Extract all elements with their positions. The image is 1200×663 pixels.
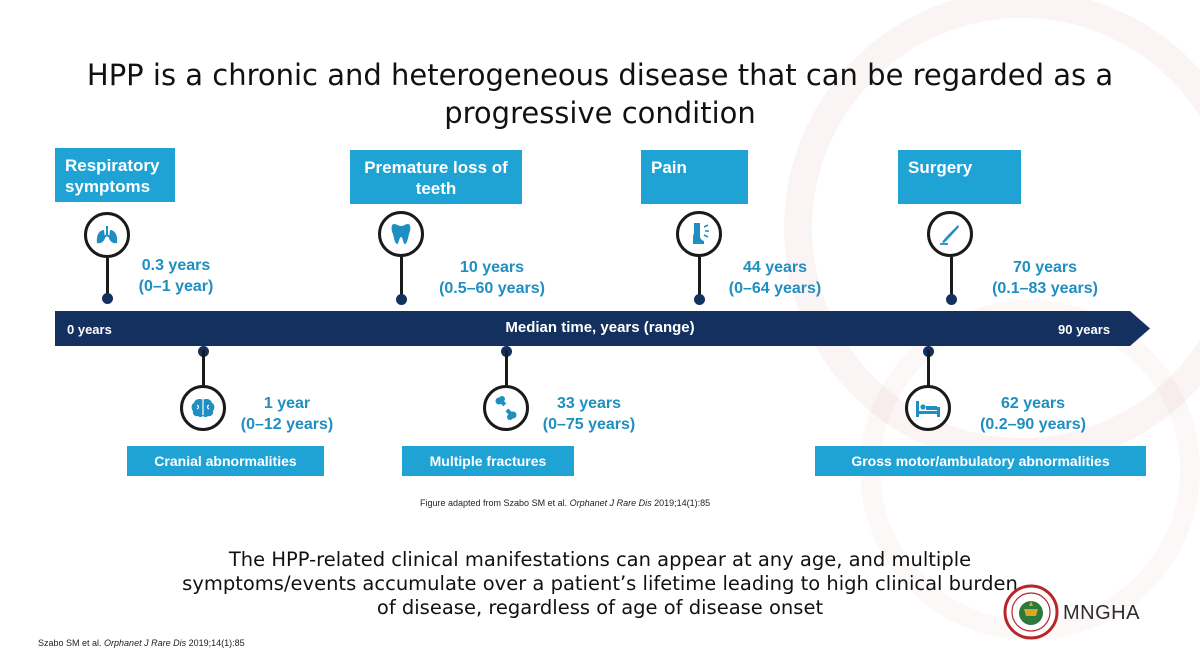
event-range-cranial: (0–12 years) [240, 416, 334, 433]
event-box-pain: Pain [641, 150, 748, 204]
mngha-logo-icon [1003, 584, 1059, 640]
timeline-connector [400, 257, 403, 297]
timeline-connector [505, 350, 508, 386]
event-median-respiratory: 0.3 years [141, 257, 211, 274]
summary-text: The HPP-related clinical manifestations … [182, 548, 1018, 619]
event-range-respiratory: (0–1 year) [138, 278, 214, 295]
event-range-fractures: (0–75 years) [542, 416, 636, 433]
timeline-marker [396, 294, 407, 305]
event-box-respiratory: Respiratory symptoms [55, 148, 175, 202]
event-range-motor: (0.2–90 years) [980, 416, 1086, 433]
timeline-marker [102, 293, 113, 304]
slide-title: HPP is a chronic and heterogeneous disea… [86, 58, 1114, 130]
event-box-teeth: Premature loss of teeth [350, 150, 522, 204]
timeline-connector [950, 257, 953, 297]
event-range-teeth: (0.5–60 years) [439, 280, 545, 297]
timeline-connector [106, 258, 109, 298]
timeline-start-label: 0 years [67, 322, 112, 337]
event-median-pain: 44 years [742, 259, 808, 276]
event-median-fractures: 33 years [556, 395, 622, 412]
timeline-connector [698, 257, 701, 297]
tooth-icon [378, 211, 424, 257]
scalpel-icon [927, 211, 973, 257]
event-median-motor: 62 years [1000, 395, 1066, 412]
bone-icon [483, 385, 529, 431]
timeline-connector [202, 350, 205, 386]
brain-icon [180, 385, 226, 431]
timeline-bar [55, 311, 1150, 346]
event-range-pain: (0–64 years) [728, 280, 822, 297]
timeline-marker [694, 294, 705, 305]
logo-text: MNGHA [1063, 602, 1140, 624]
event-range-surgery: (0.1–83 years) [992, 280, 1098, 297]
bed-icon [905, 385, 951, 431]
event-median-cranial: 1 year [263, 395, 311, 412]
event-median-surgery: 70 years [1012, 259, 1078, 276]
timeline-end-label: 90 years [1058, 322, 1111, 337]
lungs-icon [84, 212, 130, 258]
event-median-teeth: 10 years [459, 259, 525, 276]
event-box-fractures: Multiple fractures [402, 446, 574, 476]
timeline-connector [927, 350, 930, 386]
reference: Szabo SM et al. Orphanet J Rare Dis 2019… [38, 638, 245, 648]
event-box-motor: Gross motor/ambulatory abnormalities [815, 446, 1146, 476]
figure-credit: Figure adapted from Szabo SM et al. Orph… [420, 498, 711, 508]
timeline-axis-label: Median time, years (range) [505, 319, 695, 336]
timeline-marker [946, 294, 957, 305]
event-box-surgery: Surgery [898, 150, 1021, 204]
leg-pain-icon [676, 211, 722, 257]
event-box-cranial: Cranial abnormalities [127, 446, 324, 476]
